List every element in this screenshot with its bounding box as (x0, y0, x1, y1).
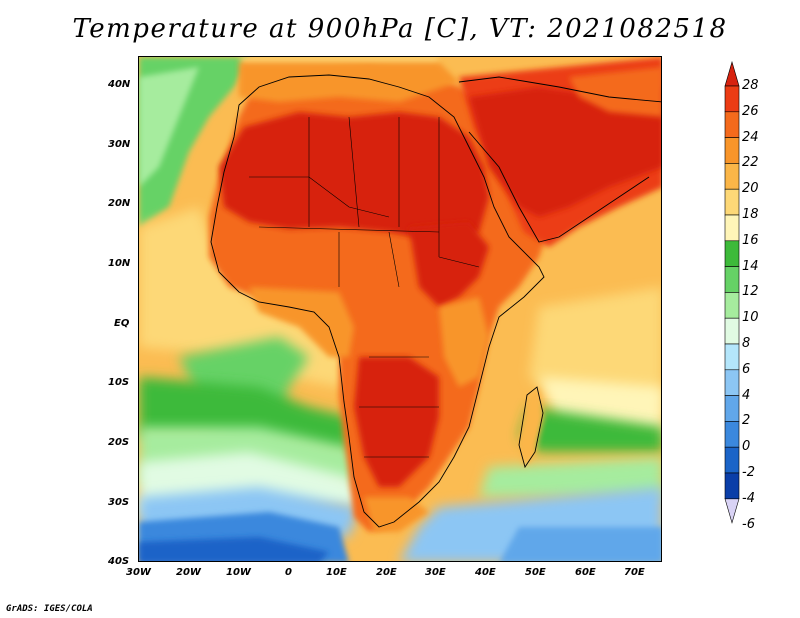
south-atlantic-deepblue (139, 537, 329, 561)
colorbar-label: 18 (742, 207, 759, 222)
colorbar-label: 24 (742, 129, 759, 145)
nw-atlantic-lightgreen (139, 67, 199, 187)
lon-tick-label: 60E (575, 567, 596, 578)
indian-ocean-lightgreen (479, 457, 661, 497)
colorbar-label: 0 (742, 439, 751, 455)
east-africa-core (409, 222, 489, 307)
lon-tick-label: 40E (475, 567, 496, 578)
credit-text: GrADS: IGES/COLA (6, 604, 93, 614)
colorbar-segment (724, 343, 740, 371)
lat-tick-label: 10S (108, 377, 130, 388)
lat-tick-label: EQ (114, 318, 130, 329)
colorbar-segment (724, 214, 740, 242)
lon-tick-label: 10E (326, 567, 347, 578)
lat-tick-label: 20S (108, 437, 130, 448)
colorbar-segment (724, 446, 740, 474)
colorbar-label: 22 (742, 155, 759, 171)
iran-highland (569, 67, 661, 117)
east-africa-highlands (439, 297, 489, 387)
coastline (458, 76, 661, 243)
lat-tick-label: 40N (108, 79, 131, 90)
west-atlantic-yellow (139, 207, 369, 387)
indian-ocean-green (519, 407, 661, 452)
country-borders (249, 116, 480, 458)
lon-tick-label: 10W (226, 567, 251, 578)
colorbar-segment (724, 421, 740, 448)
temperature-field (139, 57, 661, 561)
madagascar-land (517, 387, 544, 467)
colorbar-bottom-arrow (724, 498, 740, 524)
colorbar-label: 26 (742, 103, 759, 119)
colorbar-segment (724, 137, 740, 164)
colorbar-label: 8 (742, 336, 751, 351)
colorbar-segment (724, 317, 740, 345)
colorbar-label: 10 (742, 310, 759, 326)
colorbar-segment (724, 369, 740, 396)
colorbar-label: 2 (742, 413, 751, 429)
map-title: Temperature at 900hPa [C], VT: 202108251… (72, 14, 728, 44)
colorbar-segment (724, 188, 740, 216)
colorbar-label: 28 (742, 78, 759, 93)
colorbar-segment (724, 240, 740, 267)
colorbar-label: -6 (742, 516, 755, 532)
arabia-core (469, 87, 661, 217)
colorbar-label: -2 (742, 465, 755, 480)
colorbar-label: -4 (742, 490, 755, 506)
colorbar-label: 14 (742, 258, 759, 274)
lon-tick-label: 50E (525, 567, 546, 578)
south-coast-land (364, 497, 429, 532)
lat-tick-label: 30S (108, 497, 130, 508)
lon-tick-label: 0 (285, 567, 292, 578)
lon-tick-label: 70E (624, 567, 645, 578)
colorbar-segment (724, 85, 740, 113)
indian-ocean-blue (500, 527, 661, 561)
lat-tick-label: 10N (108, 258, 131, 269)
lon-tick-label: 30E (425, 567, 446, 578)
colorbar (724, 60, 740, 524)
mediterranean-band (239, 62, 459, 102)
lon-tick-label: 30W (126, 567, 151, 578)
coastline (210, 74, 545, 528)
colorbar-segment (724, 472, 740, 500)
colorbar-segment (724, 266, 740, 293)
colorbar-segment (724, 292, 740, 319)
colorbar-label: 6 (742, 361, 751, 377)
southern-africa-core (354, 357, 439, 487)
lat-tick-label: 20N (108, 198, 131, 209)
lat-tick-label: 30N (108, 139, 131, 150)
colorbar-label: 4 (742, 387, 751, 403)
colorbar-label: 20 (742, 181, 759, 197)
lon-tick-label: 20E (376, 567, 397, 578)
colorbar-label: 12 (742, 284, 759, 300)
colorbar-segment (724, 111, 740, 138)
lon-tick-label: 20W (176, 567, 201, 578)
temperature-map (138, 56, 662, 562)
colorbar-label: 16 (742, 232, 759, 248)
colorbar-top-arrow (724, 60, 740, 87)
colorbar-segment (724, 163, 740, 190)
lat-tick-label: 40S (108, 556, 130, 567)
sahara-core (219, 112, 489, 242)
colorbar-segment (724, 395, 740, 422)
madagascar-coastline (518, 386, 544, 469)
